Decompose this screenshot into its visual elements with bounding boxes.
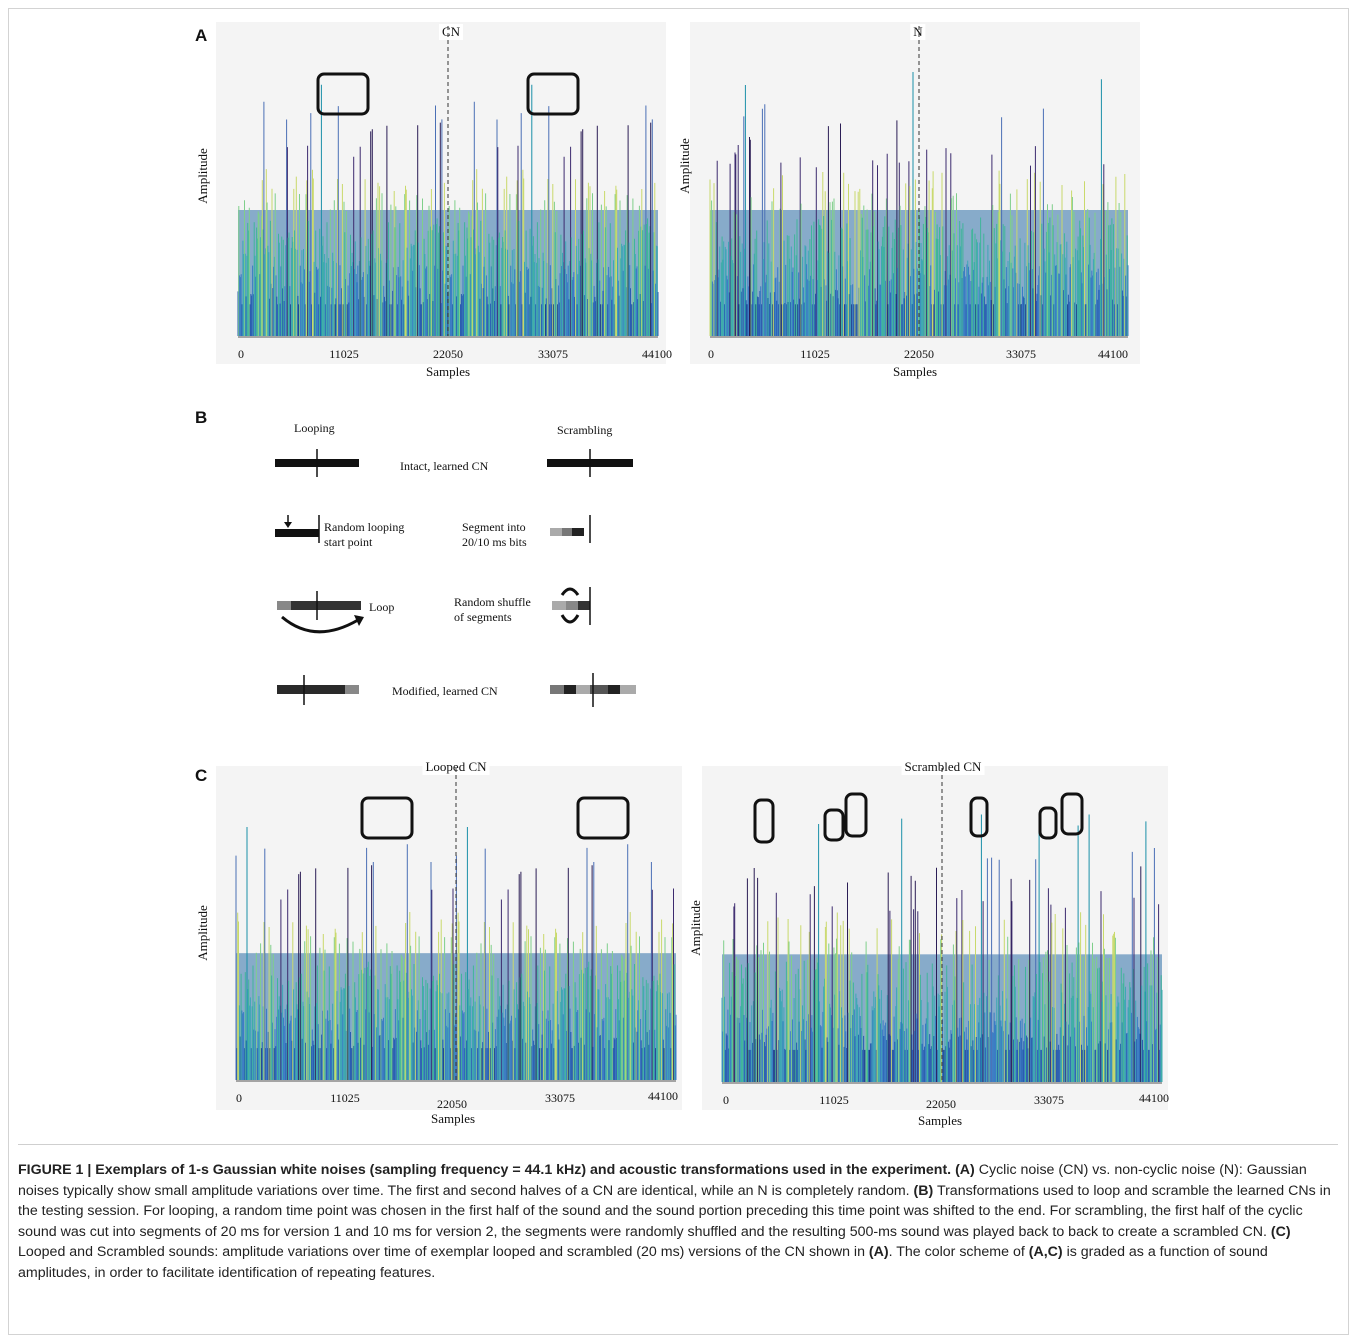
- repeat-feature-box: [1038, 806, 1058, 840]
- plot-n-title: N: [910, 24, 926, 40]
- repeat-feature-box: [844, 792, 868, 838]
- panel-letter-a: A: [195, 26, 208, 45]
- plot-cn-title: CN: [438, 24, 464, 40]
- modified-bar-end: [345, 685, 359, 694]
- segment-label-1: Segment into: [462, 520, 526, 534]
- plot-n-tick-4: 44100: [1098, 347, 1128, 361]
- caption-ref-c: (C): [1270, 1223, 1291, 1240]
- transform-diagram: [275, 449, 636, 707]
- plot-scrambled-canvas: [721, 768, 1163, 1084]
- plot-cn-tick-3: 33075: [538, 347, 568, 361]
- plot-looped-ylabel: Amplitude: [194, 905, 210, 961]
- figure-frame: [8, 8, 1349, 1335]
- caption-text-c2: . The color scheme of: [888, 1244, 1025, 1260]
- plot-looped-xlabel: Samples: [430, 1111, 476, 1126]
- caption-text-c: Looped and Scrambled sounds: amplitude v…: [18, 1244, 865, 1260]
- plot-looped-tick-3: 33075: [545, 1091, 575, 1105]
- caption-text-a: Cyclic noise (CN) vs. non-cyclic noise (…: [18, 1162, 1307, 1199]
- segment-bit: [562, 528, 572, 536]
- caption-ref-c2: (A): [868, 1244, 889, 1260]
- shuffle-segment: [552, 601, 566, 610]
- plot-scrambled-tick-3: 33075: [1034, 1093, 1064, 1107]
- plot-n-tick-2: 22050: [904, 347, 934, 361]
- scrambling-header: Scrambling: [557, 423, 613, 437]
- random-start-bar: [275, 529, 319, 537]
- loop-bar-main: [291, 601, 361, 610]
- caption-ref-a: (A): [955, 1162, 975, 1178]
- repeat-feature-box: [576, 796, 630, 840]
- repeat-feature-box: [969, 796, 989, 838]
- caption-rule: [18, 1144, 1338, 1145]
- plot-looped-canvas: [235, 768, 677, 1082]
- repeat-feature-box: [316, 72, 370, 116]
- plot-looped-tick-1: 11025: [330, 1091, 360, 1105]
- repeat-feature-box: [1060, 792, 1084, 836]
- plot-n-tick-1: 11025: [800, 347, 830, 361]
- loop-arrow-icon: [281, 615, 359, 634]
- loop-bar-start: [277, 601, 291, 610]
- shuffle-label-2: of segments: [454, 610, 512, 624]
- modified-label: Modified, learned CN: [392, 684, 498, 698]
- caption-ref-ac: (A,C): [1028, 1244, 1063, 1260]
- plot-cn-tick-2: 22050: [433, 347, 463, 361]
- segment-bit: [550, 528, 562, 536]
- shuffle-label-1: Random shuffle: [454, 595, 531, 609]
- plot-looped-tick-4: 44100: [648, 1089, 678, 1103]
- panel-letter-b: B: [195, 408, 208, 427]
- plot-looped-tick-0: 0: [236, 1091, 242, 1105]
- repeat-feature-box: [823, 808, 845, 842]
- caption-text-b: Transformations used to loop and scrambl…: [18, 1182, 1331, 1240]
- plot-scrambled-tick-0: 0: [723, 1093, 729, 1107]
- plot-scrambled-ylabel: Amplitude: [687, 900, 703, 956]
- plot-cn-xlabel: Samples: [425, 364, 471, 379]
- caption-text-end: is graded as a function of sound amplitu…: [18, 1244, 1268, 1281]
- modified-bar-main: [277, 685, 345, 694]
- plot-cn-canvas: [237, 26, 659, 338]
- plot-n-tick-0: 0: [708, 347, 714, 361]
- loop-label: Loop: [369, 600, 395, 614]
- caption-ref-b: (B): [913, 1182, 934, 1199]
- random-start-label-2: start point: [324, 535, 373, 549]
- repeat-feature-box: [360, 796, 414, 840]
- figure-caption: FIGURE 1 | Exemplars of 1-s Gaussian whi…: [18, 1160, 1338, 1283]
- looping-header: Looping: [294, 421, 335, 435]
- down-arrow-icon: [284, 522, 292, 528]
- repeat-feature-box: [753, 798, 775, 844]
- plot-n-canvas: [709, 26, 1129, 338]
- plot-cn-ylabel: Amplitude: [194, 148, 210, 204]
- panel-letter-c: C: [195, 766, 208, 785]
- shuffle-arrow-icon: [560, 587, 580, 596]
- random-start-label-1: Random looping: [324, 520, 405, 534]
- repeat-feature-box: [526, 72, 580, 116]
- segment-label-2: 20/10 ms bits: [462, 535, 527, 549]
- plot-scrambled-tick-4: 44100: [1139, 1091, 1169, 1105]
- plot-looped-title: Looped CN: [422, 759, 490, 775]
- plot-scrambled-tick-1: 11025: [819, 1093, 849, 1107]
- plot-scrambled-title: Scrambled CN: [901, 759, 985, 775]
- plot-n-tick-3: 33075: [1006, 347, 1036, 361]
- plot-n-ylabel: Amplitude: [676, 138, 692, 194]
- plot-looped-tick-2: 22050: [437, 1097, 467, 1111]
- plot-cn-tick-4: 44100: [642, 347, 672, 361]
- segment-bit: [572, 528, 584, 536]
- plot-scrambled-xlabel: Samples: [917, 1113, 963, 1128]
- plot-cn-tick-1: 11025: [329, 347, 359, 361]
- caption-label: FIGURE 1 | Exemplars of 1-s Gaussian whi…: [18, 1162, 952, 1178]
- plot-cn-tick-0: 0: [238, 347, 244, 361]
- intact-label: Intact, learned CN: [400, 459, 489, 473]
- plot-n-xlabel: Samples: [892, 364, 938, 379]
- plot-scrambled-tick-2: 22050: [926, 1097, 956, 1111]
